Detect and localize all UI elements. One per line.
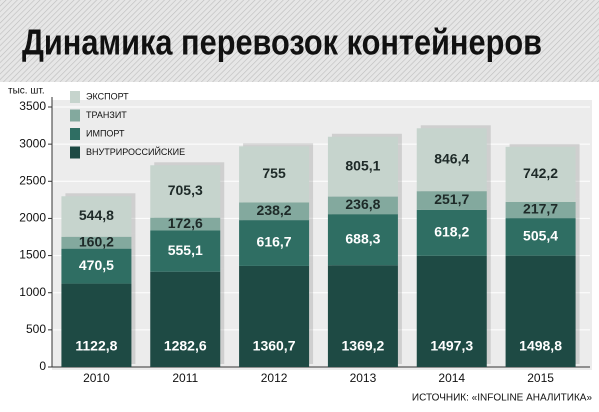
bar-segment bbox=[416, 209, 487, 256]
data-label: 1122,8 bbox=[75, 338, 117, 354]
legend-swatch bbox=[70, 146, 80, 159]
legend-swatch bbox=[70, 91, 80, 103]
legend-label: ИМПОРТ bbox=[86, 128, 125, 138]
legend-label: ТРАНЗИТ bbox=[86, 110, 127, 120]
bar-segment bbox=[239, 146, 310, 203]
bar-segment bbox=[505, 255, 576, 367]
chart-title: Динамика перевозок контейнеров bbox=[22, 22, 542, 63]
y-tick-label: 1000 bbox=[19, 285, 46, 299]
x-tick-label: 2012 bbox=[261, 371, 288, 385]
legend-label: ЭКСПОРТ bbox=[86, 91, 129, 101]
data-label: 1498,8 bbox=[519, 338, 562, 354]
bar-segment bbox=[61, 283, 132, 367]
bar-segment bbox=[239, 265, 310, 367]
data-label: 505,4 bbox=[523, 228, 558, 244]
data-label: 1282,6 bbox=[164, 338, 207, 354]
plot-background bbox=[52, 100, 592, 370]
data-label: 544,8 bbox=[79, 207, 114, 223]
x-tick-label: 2011 bbox=[172, 371, 198, 385]
data-label: 705,3 bbox=[168, 182, 203, 198]
bar-segment bbox=[416, 255, 487, 367]
bar-segment bbox=[327, 196, 398, 215]
bar-segment bbox=[327, 214, 398, 266]
y-tick-label: 500 bbox=[26, 322, 46, 336]
data-label: 742,2 bbox=[523, 165, 558, 181]
data-label: 470,5 bbox=[79, 257, 114, 273]
data-label: 1497,3 bbox=[430, 338, 473, 354]
y-tick-label: 2000 bbox=[19, 211, 46, 225]
data-label: 217,7 bbox=[523, 201, 558, 217]
data-label: 688,3 bbox=[345, 230, 380, 246]
y-tick-label: 0 bbox=[39, 359, 46, 373]
legend-swatch bbox=[70, 128, 80, 140]
bar-segment bbox=[505, 218, 576, 256]
legend-swatch bbox=[70, 109, 80, 122]
bar-segment bbox=[505, 146, 576, 202]
bar-segment bbox=[505, 201, 576, 219]
data-label: 846,4 bbox=[434, 150, 469, 166]
bar-segment bbox=[327, 136, 398, 197]
x-tick-label: 2010 bbox=[83, 371, 110, 385]
data-label: 160,2 bbox=[79, 233, 114, 249]
bar-segment bbox=[61, 236, 132, 249]
plot: 0 500 1000 1500 2000 2500 3000 3500 2010 1122,8 47… bbox=[19, 91, 590, 385]
bar-segment bbox=[416, 128, 487, 192]
data-label: 616,7 bbox=[257, 234, 292, 250]
source: ИСТОЧНИК: «INFOLINE АНАЛИТИКА» bbox=[412, 393, 593, 404]
data-label: 618,2 bbox=[434, 224, 469, 240]
x-tick-label: 2015 bbox=[527, 371, 554, 385]
y-axis-label: тыс. шт. bbox=[8, 86, 45, 97]
bar-segment bbox=[61, 196, 132, 237]
data-label: 805,1 bbox=[345, 157, 380, 173]
data-label: 238,2 bbox=[257, 202, 292, 218]
data-label: 172,6 bbox=[168, 215, 203, 231]
bar-segment bbox=[416, 191, 487, 210]
data-label: 755 bbox=[262, 165, 286, 181]
y-tick-label: 2500 bbox=[19, 173, 46, 187]
bar-segment bbox=[150, 271, 221, 367]
y-tick-label: 3000 bbox=[19, 136, 46, 150]
data-label: 236,8 bbox=[345, 196, 380, 212]
x-tick-label: 2014 bbox=[438, 371, 465, 385]
y-tick-label: 1500 bbox=[19, 248, 46, 262]
x-tick-label: 2013 bbox=[350, 371, 377, 385]
bar-segment bbox=[150, 230, 221, 272]
bar-segment bbox=[239, 202, 310, 221]
data-label: 555,1 bbox=[168, 242, 203, 258]
bar-segment bbox=[239, 220, 310, 266]
data-label: 1369,2 bbox=[342, 338, 385, 354]
data-label: 251,7 bbox=[434, 191, 469, 207]
bar-segment bbox=[150, 217, 221, 231]
y-tick-label: 3500 bbox=[19, 99, 46, 113]
bar-segment bbox=[150, 165, 221, 218]
title-band bbox=[0, 0, 599, 82]
data-label: 1360,7 bbox=[253, 338, 296, 354]
bar-segment bbox=[61, 248, 132, 284]
legend-label: ВНУТРИРОССИЙСКИЕ bbox=[86, 146, 185, 157]
bar-segment bbox=[327, 265, 398, 367]
